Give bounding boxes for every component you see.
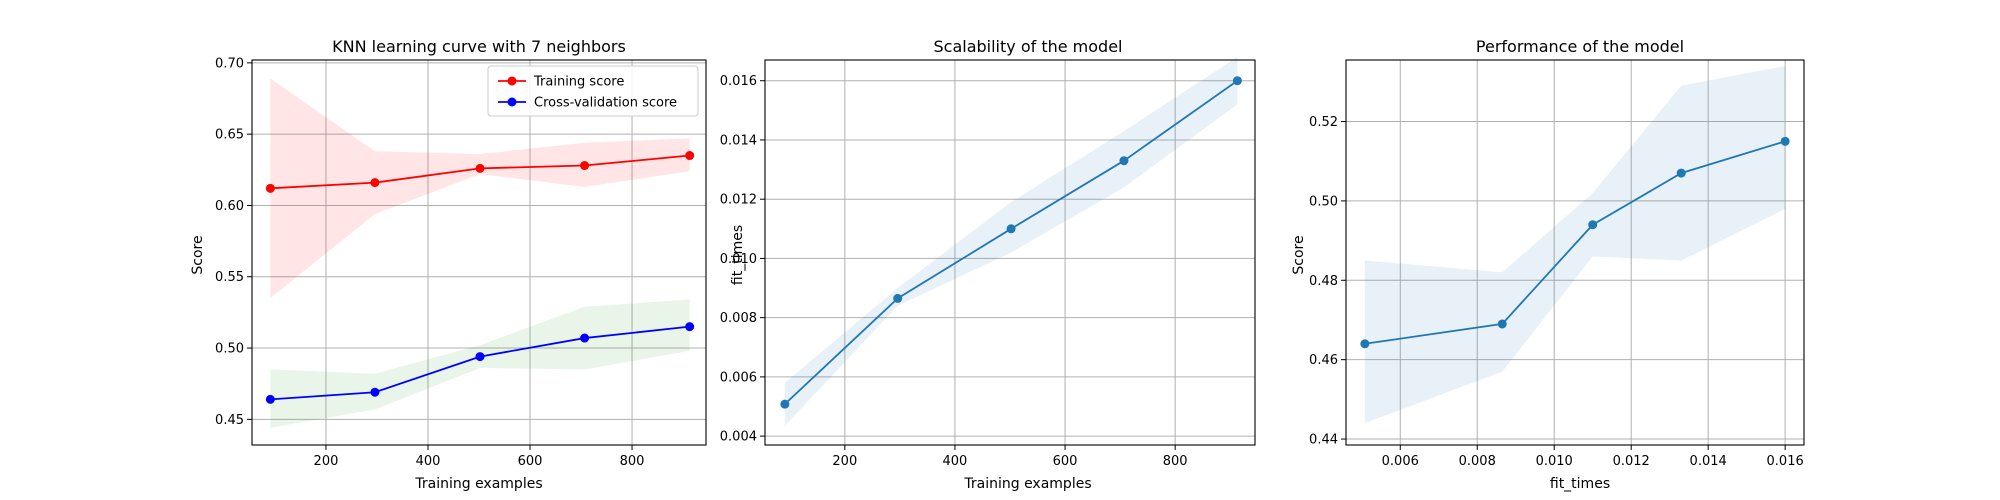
y-tick-label: 0.55 <box>215 270 244 285</box>
x-tick-label: 0.016 <box>1767 454 1804 469</box>
legend: Training score Cross-validation score <box>487 65 699 117</box>
series-1 <box>265 299 695 428</box>
x-tick-label: 400 <box>943 454 968 469</box>
data-point <box>1360 339 1370 349</box>
x-axis-label: Training examples <box>414 476 542 492</box>
data-point <box>475 352 485 362</box>
plot-frame <box>1345 59 1805 446</box>
x-tick-label: 200 <box>314 454 339 469</box>
data-point <box>893 293 903 303</box>
x-ticks: 0.006 0.008 0.010 0.012 0.014 0.016 <box>1382 445 1804 469</box>
confidence-band <box>270 78 690 299</box>
data-point <box>780 399 790 409</box>
legend-label: Training score <box>533 75 624 90</box>
legend-marker <box>507 76 517 86</box>
x-tick-label: 200 <box>832 454 857 469</box>
legend-label: Cross-validation score <box>534 96 677 111</box>
y-tick-label: 0.008 <box>720 311 757 326</box>
y-tick-label: 0.45 <box>215 413 244 428</box>
y-tick-label: 0.014 <box>720 133 757 148</box>
data-point <box>1006 224 1016 234</box>
y-ticks: 0.44 0.46 0.48 0.50 0.52 <box>1309 115 1346 448</box>
data-point <box>580 333 590 343</box>
x-ticks: 200 400 600 800 <box>832 445 1188 469</box>
grid <box>765 60 1255 445</box>
legend-box <box>487 65 699 117</box>
y-axis-label: Score <box>1291 235 1307 274</box>
x-tick-label: 0.014 <box>1690 454 1727 469</box>
data-point <box>1232 76 1242 86</box>
plot-frame <box>251 59 707 446</box>
data-point <box>580 161 590 171</box>
data-point <box>1588 220 1598 230</box>
data-point <box>685 151 695 161</box>
y-tick-label: 0.016 <box>720 74 757 89</box>
x-tick-label: 0.010 <box>1536 454 1573 469</box>
data-point <box>1497 319 1507 329</box>
y-tick-label: 0.65 <box>215 128 244 143</box>
x-tick-label: 0.008 <box>1459 454 1496 469</box>
y-tick-label: 0.48 <box>1309 274 1338 289</box>
data-point <box>685 322 695 332</box>
plot-frame <box>764 59 1256 446</box>
x-tick-label: 0.012 <box>1613 454 1650 469</box>
series-0 <box>1360 65 1790 424</box>
series-0 <box>780 57 1242 426</box>
y-tick-label: 0.010 <box>720 252 757 267</box>
y-ticks: 0.45 0.50 0.55 0.60 0.65 0.70 <box>215 56 252 428</box>
confidence-band <box>270 299 690 428</box>
data-point <box>370 387 380 397</box>
y-tick-label: 0.012 <box>720 193 757 208</box>
x-ticks: 200 400 600 800 <box>314 445 645 469</box>
x-tick-label: 600 <box>518 454 543 469</box>
y-tick-label: 0.50 <box>1309 194 1338 209</box>
x-tick-label: 0.006 <box>1382 454 1419 469</box>
data-point <box>265 394 275 404</box>
data-point <box>370 178 380 188</box>
grid <box>1346 60 1804 445</box>
y-axis-label: Score <box>190 235 206 274</box>
panel-learning-curve: KNN learning curve with 7 neighbors Trai… <box>190 37 707 492</box>
legend-marker <box>507 97 517 107</box>
y-axis-label: fit_times <box>730 225 746 285</box>
chart-title: KNN learning curve with 7 neighbors <box>332 37 626 56</box>
y-tick-label: 0.50 <box>215 342 244 357</box>
x-tick-label: 800 <box>1163 454 1188 469</box>
chart-title: Performance of the model <box>1476 37 1684 56</box>
data-point <box>1119 156 1129 166</box>
data-point <box>1676 168 1686 178</box>
data-point <box>1780 136 1790 146</box>
x-tick-label: 800 <box>620 454 645 469</box>
y-tick-label: 0.44 <box>1309 433 1338 448</box>
y-tick-label: 0.70 <box>215 56 244 71</box>
chart-title: Scalability of the model <box>934 37 1123 56</box>
y-tick-label: 0.60 <box>215 199 244 214</box>
panel-scalability: Scalability of the model Training exampl… <box>720 37 1256 492</box>
grid <box>252 60 706 445</box>
y-ticks: 0.004 0.006 0.008 0.010 0.012 0.014 0.016 <box>720 74 765 445</box>
x-axis-label: fit_times <box>1550 476 1610 492</box>
series-0 <box>265 78 695 299</box>
x-axis-label: Training examples <box>963 476 1091 492</box>
y-tick-label: 0.46 <box>1309 353 1338 368</box>
data-point <box>475 163 485 173</box>
x-tick-label: 400 <box>416 454 441 469</box>
panel-performance: Performance of the model fit_times Score… <box>1291 37 1805 492</box>
x-tick-label: 600 <box>1053 454 1078 469</box>
y-tick-label: 0.52 <box>1309 115 1338 130</box>
y-tick-label: 0.006 <box>720 370 757 385</box>
confidence-band <box>784 57 1238 426</box>
y-tick-label: 0.004 <box>720 430 757 445</box>
data-point <box>265 183 275 193</box>
